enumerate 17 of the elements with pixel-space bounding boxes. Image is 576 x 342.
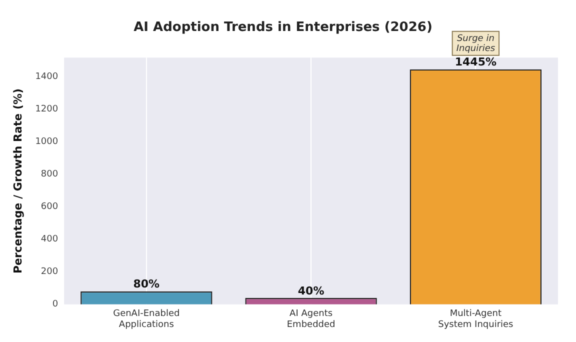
- y-tick-label: 1200: [35, 104, 58, 115]
- y-tick-label: 800: [40, 170, 58, 180]
- x-tick-label: GenAI-Enabled Applications: [113, 309, 180, 330]
- x-tick-label: Multi-Agent System Inquiries: [438, 309, 514, 330]
- data-label: 40%: [298, 284, 324, 298]
- y-tick-label: 600: [40, 202, 58, 212]
- y-tick-label: 1400: [35, 72, 58, 82]
- y-tick-label: 1000: [35, 137, 58, 148]
- annotation: Surge in Inquiries: [456, 34, 496, 54]
- data-label: 80%: [133, 278, 160, 291]
- x-tick-label: AI Agents Embedded: [286, 309, 336, 330]
- y-tick-label: 400: [40, 234, 58, 245]
- data-label: 1445%: [454, 56, 497, 69]
- y-tick-label: 200: [40, 267, 58, 278]
- y-axis-title: Percentage / Growth Rate (%): [11, 88, 24, 274]
- y-tick-label: 0: [52, 300, 58, 310]
- chart-title: AI Adoption Trends in Enterprises (2026): [134, 20, 432, 36]
